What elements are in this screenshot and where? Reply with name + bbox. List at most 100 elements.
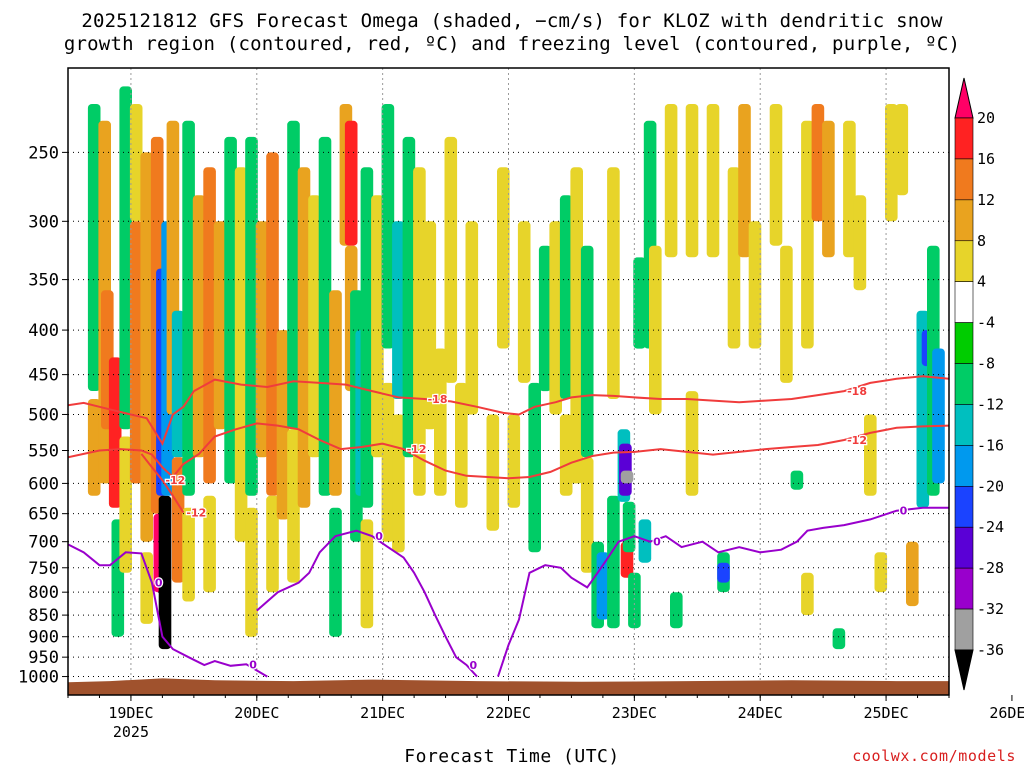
omega-cell	[213, 221, 227, 430]
omega-cell	[171, 310, 185, 458]
dgz-contour-label: -12	[847, 434, 867, 447]
omega-cell	[528, 382, 541, 553]
omega-cell	[620, 470, 634, 484]
x-tick-label: 21DEC	[360, 704, 405, 722]
omega-cell	[622, 501, 636, 553]
chart-title-line-2: growth region (contoured, red, ºC) and f…	[63, 33, 961, 55]
y-tick-label: 750	[28, 559, 59, 579]
omega-cell	[119, 86, 132, 430]
omega-cell	[360, 167, 374, 508]
site-credit: coolwx.com/models	[852, 747, 1016, 765]
colorbar-segment	[954, 240, 974, 282]
x-axis-label: Forecast Time (UTC)	[404, 746, 620, 767]
colorbar-segment	[954, 158, 974, 201]
omega-cell	[266, 152, 279, 496]
dgz-contour	[68, 375, 949, 446]
omega-cell	[360, 519, 374, 629]
x-tick-label: 26DEC	[989, 704, 1024, 722]
y-axis: 2503003504004505005506006507007508008509…	[18, 143, 68, 688]
omega-cell	[664, 104, 678, 258]
omega-cell	[434, 348, 447, 496]
omega-cell	[234, 167, 248, 542]
colorbar-label: 8	[977, 232, 986, 250]
y-tick-label: 500	[28, 405, 59, 425]
y-tick-label: 600	[28, 474, 59, 494]
colorbar-segment	[954, 363, 974, 405]
colorbar-segment	[954, 486, 974, 528]
omega-cell	[329, 507, 342, 637]
omega-cell	[769, 104, 783, 246]
x-tick-label: 22DEC	[486, 704, 531, 722]
omega-cell	[580, 457, 594, 573]
colorbar-label: 12	[977, 191, 995, 209]
y-tick-label: 900	[28, 628, 59, 648]
omega-cell	[559, 414, 573, 496]
x-tick-sublabel: 2025	[113, 723, 149, 741]
omega-cell	[538, 245, 552, 392]
colorbar-segment	[954, 117, 974, 160]
colorbar-segment	[954, 404, 974, 446]
omega-cell	[895, 104, 909, 196]
omega-cell	[87, 104, 101, 391]
omega-cell	[182, 507, 195, 602]
omega-cell	[706, 104, 720, 258]
y-tick-label: 800	[28, 583, 59, 603]
colorbar-segment	[954, 445, 974, 487]
colorbar-segment	[954, 526, 974, 569]
omega-cell	[811, 104, 825, 222]
omega-cell	[497, 167, 510, 349]
colorbar-label: -16	[977, 436, 1004, 454]
omega-cell	[402, 136, 416, 458]
omega-cell	[906, 541, 919, 607]
omega-cell	[559, 195, 573, 399]
omega-cell	[885, 104, 898, 222]
contour-layer: -18 -18 -12 -12 -12 -12 0 0 0 0 0 0	[68, 375, 949, 678]
x-tick-label: 19DEC	[108, 704, 153, 722]
colorbar-label: -8	[977, 355, 995, 373]
omega-cell	[801, 120, 814, 349]
omega-cell	[822, 120, 835, 258]
freezing-level-contour	[68, 543, 268, 678]
omega-cell	[465, 221, 479, 415]
colorbar-label: 16	[977, 150, 995, 168]
omega-cell	[108, 357, 122, 508]
dgz-contour-label: -12	[186, 507, 206, 520]
omega-cell	[580, 245, 594, 458]
omega-cell	[392, 221, 405, 399]
dgz-contour	[68, 422, 949, 480]
omega-cell	[329, 290, 342, 496]
colorbar-segment	[954, 199, 974, 242]
omega-cell	[87, 399, 101, 496]
freezing-level-contour-label: 0	[375, 530, 383, 543]
grid-layer	[68, 68, 949, 695]
colorbar-segment	[954, 281, 974, 323]
omega-cell	[549, 221, 562, 415]
dgz-contour-label: -18	[428, 393, 448, 406]
terrain-fill	[68, 678, 949, 695]
omega-cell	[853, 195, 867, 291]
omega-cell	[874, 552, 888, 593]
omega-cell	[203, 167, 216, 484]
freezing-level-contour	[497, 506, 949, 677]
omega-cell	[607, 167, 620, 399]
freezing-level-contour-label: 0	[653, 536, 661, 549]
omega-cell	[486, 414, 500, 531]
omega-cell	[423, 221, 437, 430]
colorbar-label: -36	[977, 641, 1004, 659]
omega-cell	[864, 414, 877, 496]
omega-cell	[297, 167, 311, 508]
x-tick-label: 24DEC	[738, 704, 783, 722]
omega-cell	[140, 552, 153, 624]
omega-cell	[308, 195, 321, 458]
omega-cell	[158, 495, 172, 650]
omega-cell	[171, 457, 185, 583]
omega-cell	[245, 136, 258, 496]
x-tick-label: 23DEC	[612, 704, 657, 722]
omega-cell	[287, 429, 300, 583]
colorbar-bottom-arrow	[954, 649, 974, 691]
dgz-contour-label: -18	[847, 385, 867, 398]
colorbar: 20 16 12 8 4 -4 -8 -12 -16 -20 -24 -28 -32 -36	[954, 77, 1004, 691]
omega-cell	[748, 221, 762, 349]
terrain-layer	[68, 678, 949, 695]
